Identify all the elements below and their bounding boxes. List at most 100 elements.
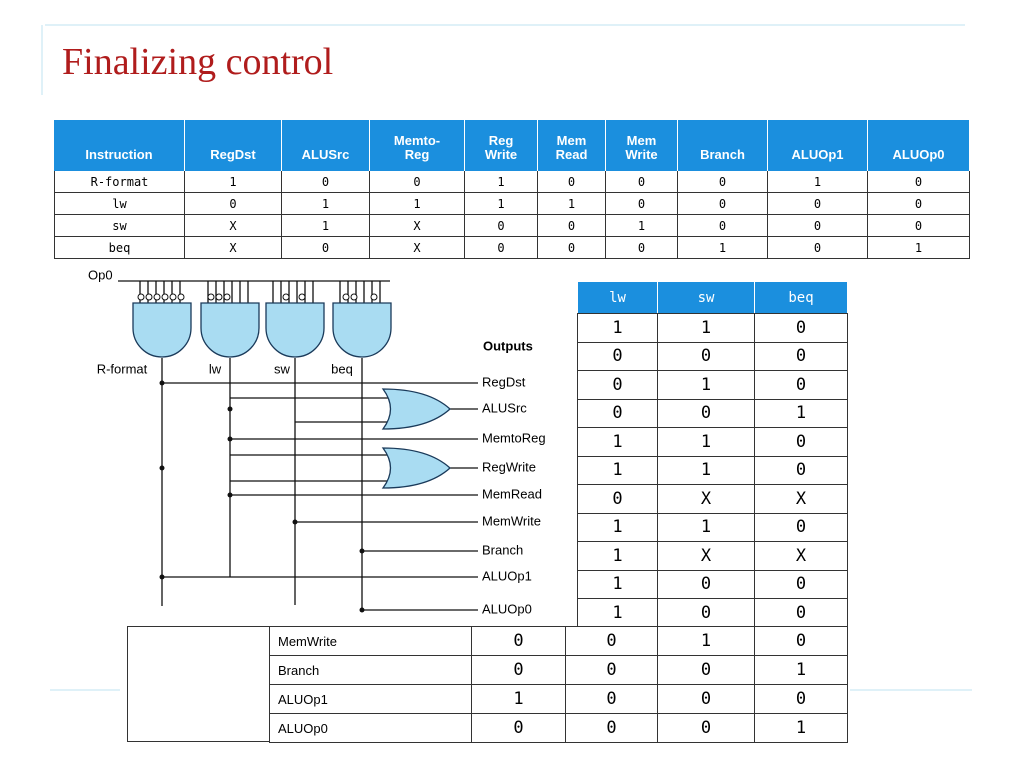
header-cell: Instruction [54, 120, 185, 171]
header-text: Instruction [85, 148, 152, 162]
inverter [169, 293, 177, 301]
cell: 0 [538, 215, 606, 237]
junction [159, 465, 165, 471]
cell: 1 [754, 655, 848, 685]
junction [159, 574, 165, 580]
cell: 1 [768, 171, 868, 193]
cell: 0 [754, 427, 848, 457]
cell: 0 [606, 171, 678, 193]
cell: 1 [538, 193, 606, 215]
cell: 0 [678, 193, 768, 215]
cell: X [185, 237, 282, 259]
cell: 0 [471, 626, 566, 656]
header-line: Branch [700, 147, 745, 162]
cell: 1 [657, 512, 755, 542]
or-gate [381, 447, 451, 489]
output-label: MemRead [482, 486, 542, 501]
cell: sw [54, 215, 185, 237]
cell: 1 [868, 237, 970, 259]
header-text: Branch [700, 148, 745, 162]
cell: 0 [754, 313, 848, 343]
cell: 0 [606, 193, 678, 215]
cell: X [657, 484, 755, 514]
cell: 1 [282, 215, 370, 237]
cell: 0 [657, 713, 755, 743]
output-label: RegWrite [482, 459, 536, 474]
and-gate [200, 302, 260, 358]
cell: 1 [577, 455, 658, 485]
junction [227, 492, 233, 498]
blank-cell [127, 626, 270, 742]
header-line: Reg [404, 147, 430, 162]
cell: 1 [370, 193, 465, 215]
output-label: Branch [482, 542, 523, 557]
cell: 0 [465, 215, 538, 237]
junction [359, 607, 365, 613]
cell: 0 [868, 171, 970, 193]
cell: 1 [754, 713, 848, 743]
cell: 0 [577, 341, 658, 371]
junction [292, 519, 298, 525]
cell: X [370, 237, 465, 259]
cell: 0 [471, 655, 566, 685]
junction [359, 548, 365, 554]
outputs-title: Outputs [483, 338, 533, 353]
inverter [223, 293, 231, 301]
cell: 1 [465, 193, 538, 215]
output-label: MemtoReg [482, 430, 546, 445]
cell: 0 [465, 237, 538, 259]
header-cell: Mem Read [538, 120, 606, 171]
header-line: ALUSrc [301, 147, 350, 162]
cell: 1 [577, 313, 658, 343]
header-line: RegDst [210, 147, 256, 162]
header-line: Write [625, 147, 658, 162]
cell: 0 [282, 171, 370, 193]
cell: ALUOp1 [269, 684, 472, 714]
cell: 0 [471, 713, 566, 743]
cell: 0 [754, 341, 848, 371]
inverter [342, 293, 350, 301]
gate-label: R-format [97, 361, 148, 376]
and-gate [332, 302, 392, 358]
cell: 1 [185, 171, 282, 193]
cell: 1 [657, 427, 755, 457]
cell: 0 [606, 237, 678, 259]
cell: 0 [754, 626, 848, 656]
cell: 0 [538, 171, 606, 193]
cell: 0 [768, 193, 868, 215]
cell: 1 [577, 427, 658, 457]
inverter [207, 293, 215, 301]
header-cell: ALUSrc [282, 120, 370, 171]
header-cell: Branch [678, 120, 768, 171]
cell: 0 [768, 215, 868, 237]
cell: 0 [657, 684, 755, 714]
header-line: Memto- [393, 133, 441, 148]
inverter [137, 293, 145, 301]
header-line: Read [555, 147, 588, 162]
header-line: Instruction [85, 147, 153, 162]
inverter [145, 293, 153, 301]
header-text: ALUSrc [302, 148, 350, 162]
inverter [177, 293, 185, 301]
header-line: Mem [556, 133, 587, 148]
output-label: ALUOp0 [482, 601, 532, 616]
inverter [298, 293, 306, 301]
cell: 1 [577, 569, 658, 599]
cell: 1 [577, 541, 658, 571]
header-line: ALUOp1 [791, 147, 844, 162]
cell: 0 [565, 626, 658, 656]
cell: 0 [868, 215, 970, 237]
header-line: Write [484, 147, 518, 162]
inverter [153, 293, 161, 301]
cell: R-format [54, 171, 185, 193]
input-label: Op0 [88, 267, 113, 282]
cell: 1 [606, 215, 678, 237]
cell: X [370, 215, 465, 237]
cell: X [185, 215, 282, 237]
cell: 1 [678, 237, 768, 259]
cell: 1 [657, 626, 755, 656]
cell: 0 [754, 455, 848, 485]
inverter [350, 293, 358, 301]
header-cell: ALUOp1 [768, 120, 868, 171]
